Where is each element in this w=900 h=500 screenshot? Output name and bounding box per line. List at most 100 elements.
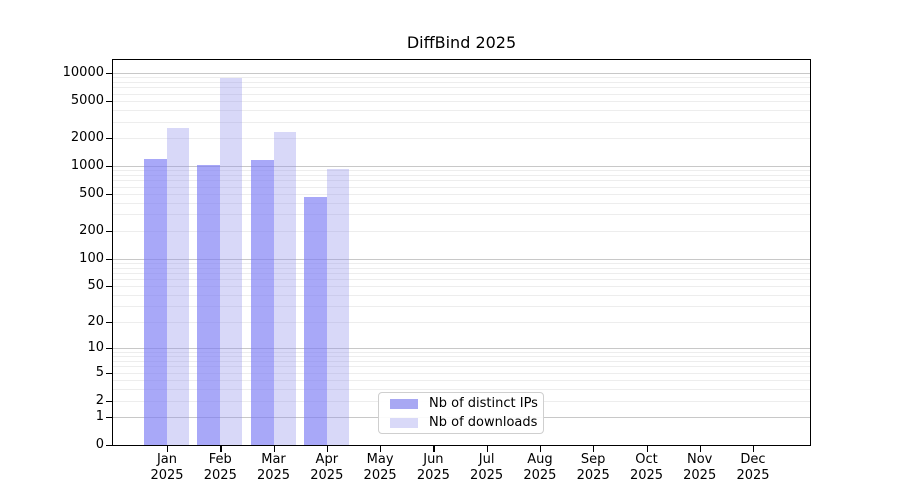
- gridline-minor: [113, 202, 810, 204]
- gridline-minor: [113, 193, 810, 195]
- legend-swatch-downloads: [390, 417, 418, 428]
- gridline-minor: [113, 170, 810, 172]
- y-tick-label: 500: [79, 185, 104, 201]
- x-tick-label: Oct 2025: [612, 452, 682, 484]
- gridline-minor: [113, 306, 810, 308]
- x-tick-label-year: 2025: [576, 468, 610, 483]
- x-tick-label-year: 2025: [150, 468, 184, 483]
- gridline-minor: [113, 356, 810, 358]
- y-tick-label: 5000: [70, 92, 104, 108]
- y-tick: [106, 348, 113, 350]
- gridline-minor: [113, 380, 810, 381]
- x-tick-label: Jul 2025: [452, 452, 522, 484]
- legend-label-distinct-ips: Nb of distinct IPs: [429, 395, 538, 411]
- y-tick: [106, 258, 113, 260]
- y-tick: [106, 165, 113, 168]
- bar-nb-of-distinct-ips-apr: [303, 196, 327, 445]
- x-tick-label: Jan 2025: [132, 452, 202, 484]
- x-tick: [699, 445, 701, 452]
- y-tick-label: 200: [79, 222, 104, 238]
- plot-area: [112, 59, 811, 446]
- y-tick: [106, 322, 113, 324]
- y-tick-label: 20: [87, 314, 104, 329]
- gridline-minor: [113, 352, 810, 353]
- y-tick: [106, 137, 113, 140]
- gridline-minor: [113, 81, 810, 83]
- x-tick: [486, 445, 488, 452]
- x-tick: [380, 445, 382, 452]
- gridline-minor: [113, 109, 810, 111]
- x-tick: [646, 445, 648, 452]
- x-tick-label: Sep 2025: [558, 452, 628, 484]
- gridline-minor: [113, 361, 810, 362]
- x-tick-label: Apr 2025: [292, 452, 362, 484]
- bar-nb-of-distinct-ips-jan: [144, 158, 167, 445]
- legend-label-downloads: Nb of downloads: [429, 414, 538, 430]
- y-tick-label: 10000: [62, 64, 104, 80]
- legend-item-downloads: Nb of downloads: [385, 414, 537, 431]
- gridline-major: [113, 72, 810, 74]
- x-tick-label-year: 2025: [203, 468, 237, 483]
- legend-item-distinct-ips: Nb of distinct IPs: [385, 395, 538, 412]
- x-tick-label-year: 2025: [416, 468, 450, 483]
- y-tick-label: 50: [87, 278, 104, 294]
- x-tick-label-year: 2025: [310, 468, 344, 483]
- gridline-minor: [113, 278, 810, 280]
- x-tick-label-year: 2025: [256, 468, 291, 483]
- gridline-minor: [113, 372, 810, 374]
- x-tick-label: Aug 2025: [505, 452, 575, 484]
- x-tick-label: Jun 2025: [398, 452, 468, 484]
- y-tick: [106, 193, 113, 196]
- legend-swatch-distinct-ips: [390, 398, 418, 409]
- gridline-minor: [113, 87, 810, 89]
- gridline-minor: [113, 272, 810, 274]
- x-tick: [273, 445, 275, 452]
- gridline-minor: [113, 93, 810, 95]
- chart-title: DiffBind 2025: [406, 33, 517, 52]
- x-tick-label-year: 2025: [683, 468, 717, 483]
- bar-nb-of-downloads-apr: [326, 168, 349, 445]
- x-tick-label: Mar 2025: [239, 452, 309, 484]
- bar-nb-of-distinct-ips-feb: [197, 165, 221, 445]
- gridline-minor: [113, 77, 810, 79]
- gridline-minor: [113, 180, 810, 182]
- y-tick-label: 2: [95, 392, 104, 408]
- gridline-minor: [113, 322, 810, 323]
- x-tick: [326, 445, 329, 452]
- y-tick-label: 2000: [70, 129, 104, 145]
- gridline-minor: [113, 214, 810, 216]
- x-tick-label-year: 2025: [736, 468, 770, 483]
- y-tick: [106, 286, 113, 288]
- gridline-minor: [113, 286, 810, 288]
- x-tick-label: Nov 2025: [665, 452, 735, 484]
- bar-nb-of-distinct-ips-mar: [250, 160, 274, 445]
- bar-nb-of-downloads-mar: [273, 131, 296, 445]
- y-tick-label: 100: [79, 250, 104, 266]
- x-tick: [753, 445, 755, 452]
- y-tick-label: 10: [87, 340, 104, 356]
- bar-nb-of-downloads-jan: [167, 128, 189, 445]
- x-tick: [220, 445, 222, 452]
- gridline-minor: [113, 262, 810, 264]
- gridline-major: [113, 348, 810, 350]
- gridline-major: [113, 165, 810, 167]
- x-tick-label-year: 2025: [523, 468, 557, 483]
- x-tick-label-year: 2025: [363, 468, 397, 483]
- y-tick: [106, 372, 113, 374]
- legend: Nb of distinct IPs Nb of downloads: [378, 392, 544, 434]
- gridline-minor: [113, 121, 810, 123]
- y-tick: [106, 230, 113, 232]
- gridline-minor: [113, 267, 810, 269]
- x-tick-label: May 2025: [345, 452, 415, 484]
- y-tick: [106, 445, 113, 447]
- x-tick: [433, 445, 435, 452]
- y-tick-label: 1000: [70, 157, 104, 173]
- gridline-minor: [113, 366, 810, 368]
- x-tick-label-year: 2025: [629, 468, 664, 483]
- gridline-minor: [113, 295, 810, 296]
- x-tick-label: Dec 2025: [718, 452, 788, 484]
- x-tick-label: Feb 2025: [185, 452, 255, 484]
- x-tick: [539, 445, 542, 452]
- y-tick: [106, 400, 113, 402]
